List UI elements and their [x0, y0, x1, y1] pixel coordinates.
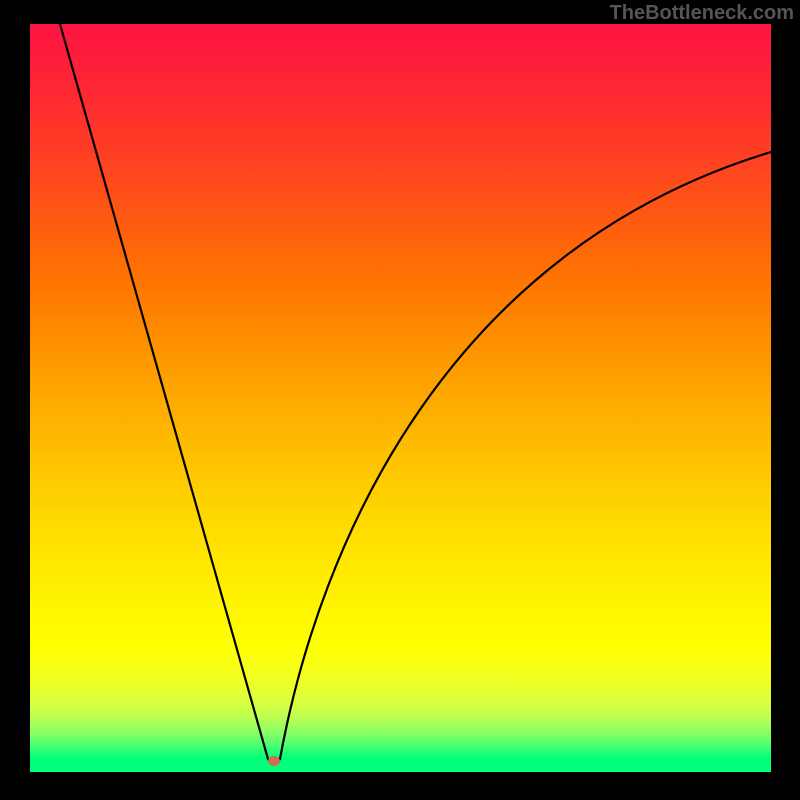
plot-area: [30, 24, 771, 772]
chart-container: TheBottleneck.com: [0, 0, 800, 800]
bottom-band: [30, 759, 771, 772]
watermark-text: TheBottleneck.com: [610, 2, 794, 25]
bottleneck-chart: [30, 24, 771, 772]
gradient-background: [30, 24, 771, 759]
optimal-point-marker: [268, 756, 280, 766]
